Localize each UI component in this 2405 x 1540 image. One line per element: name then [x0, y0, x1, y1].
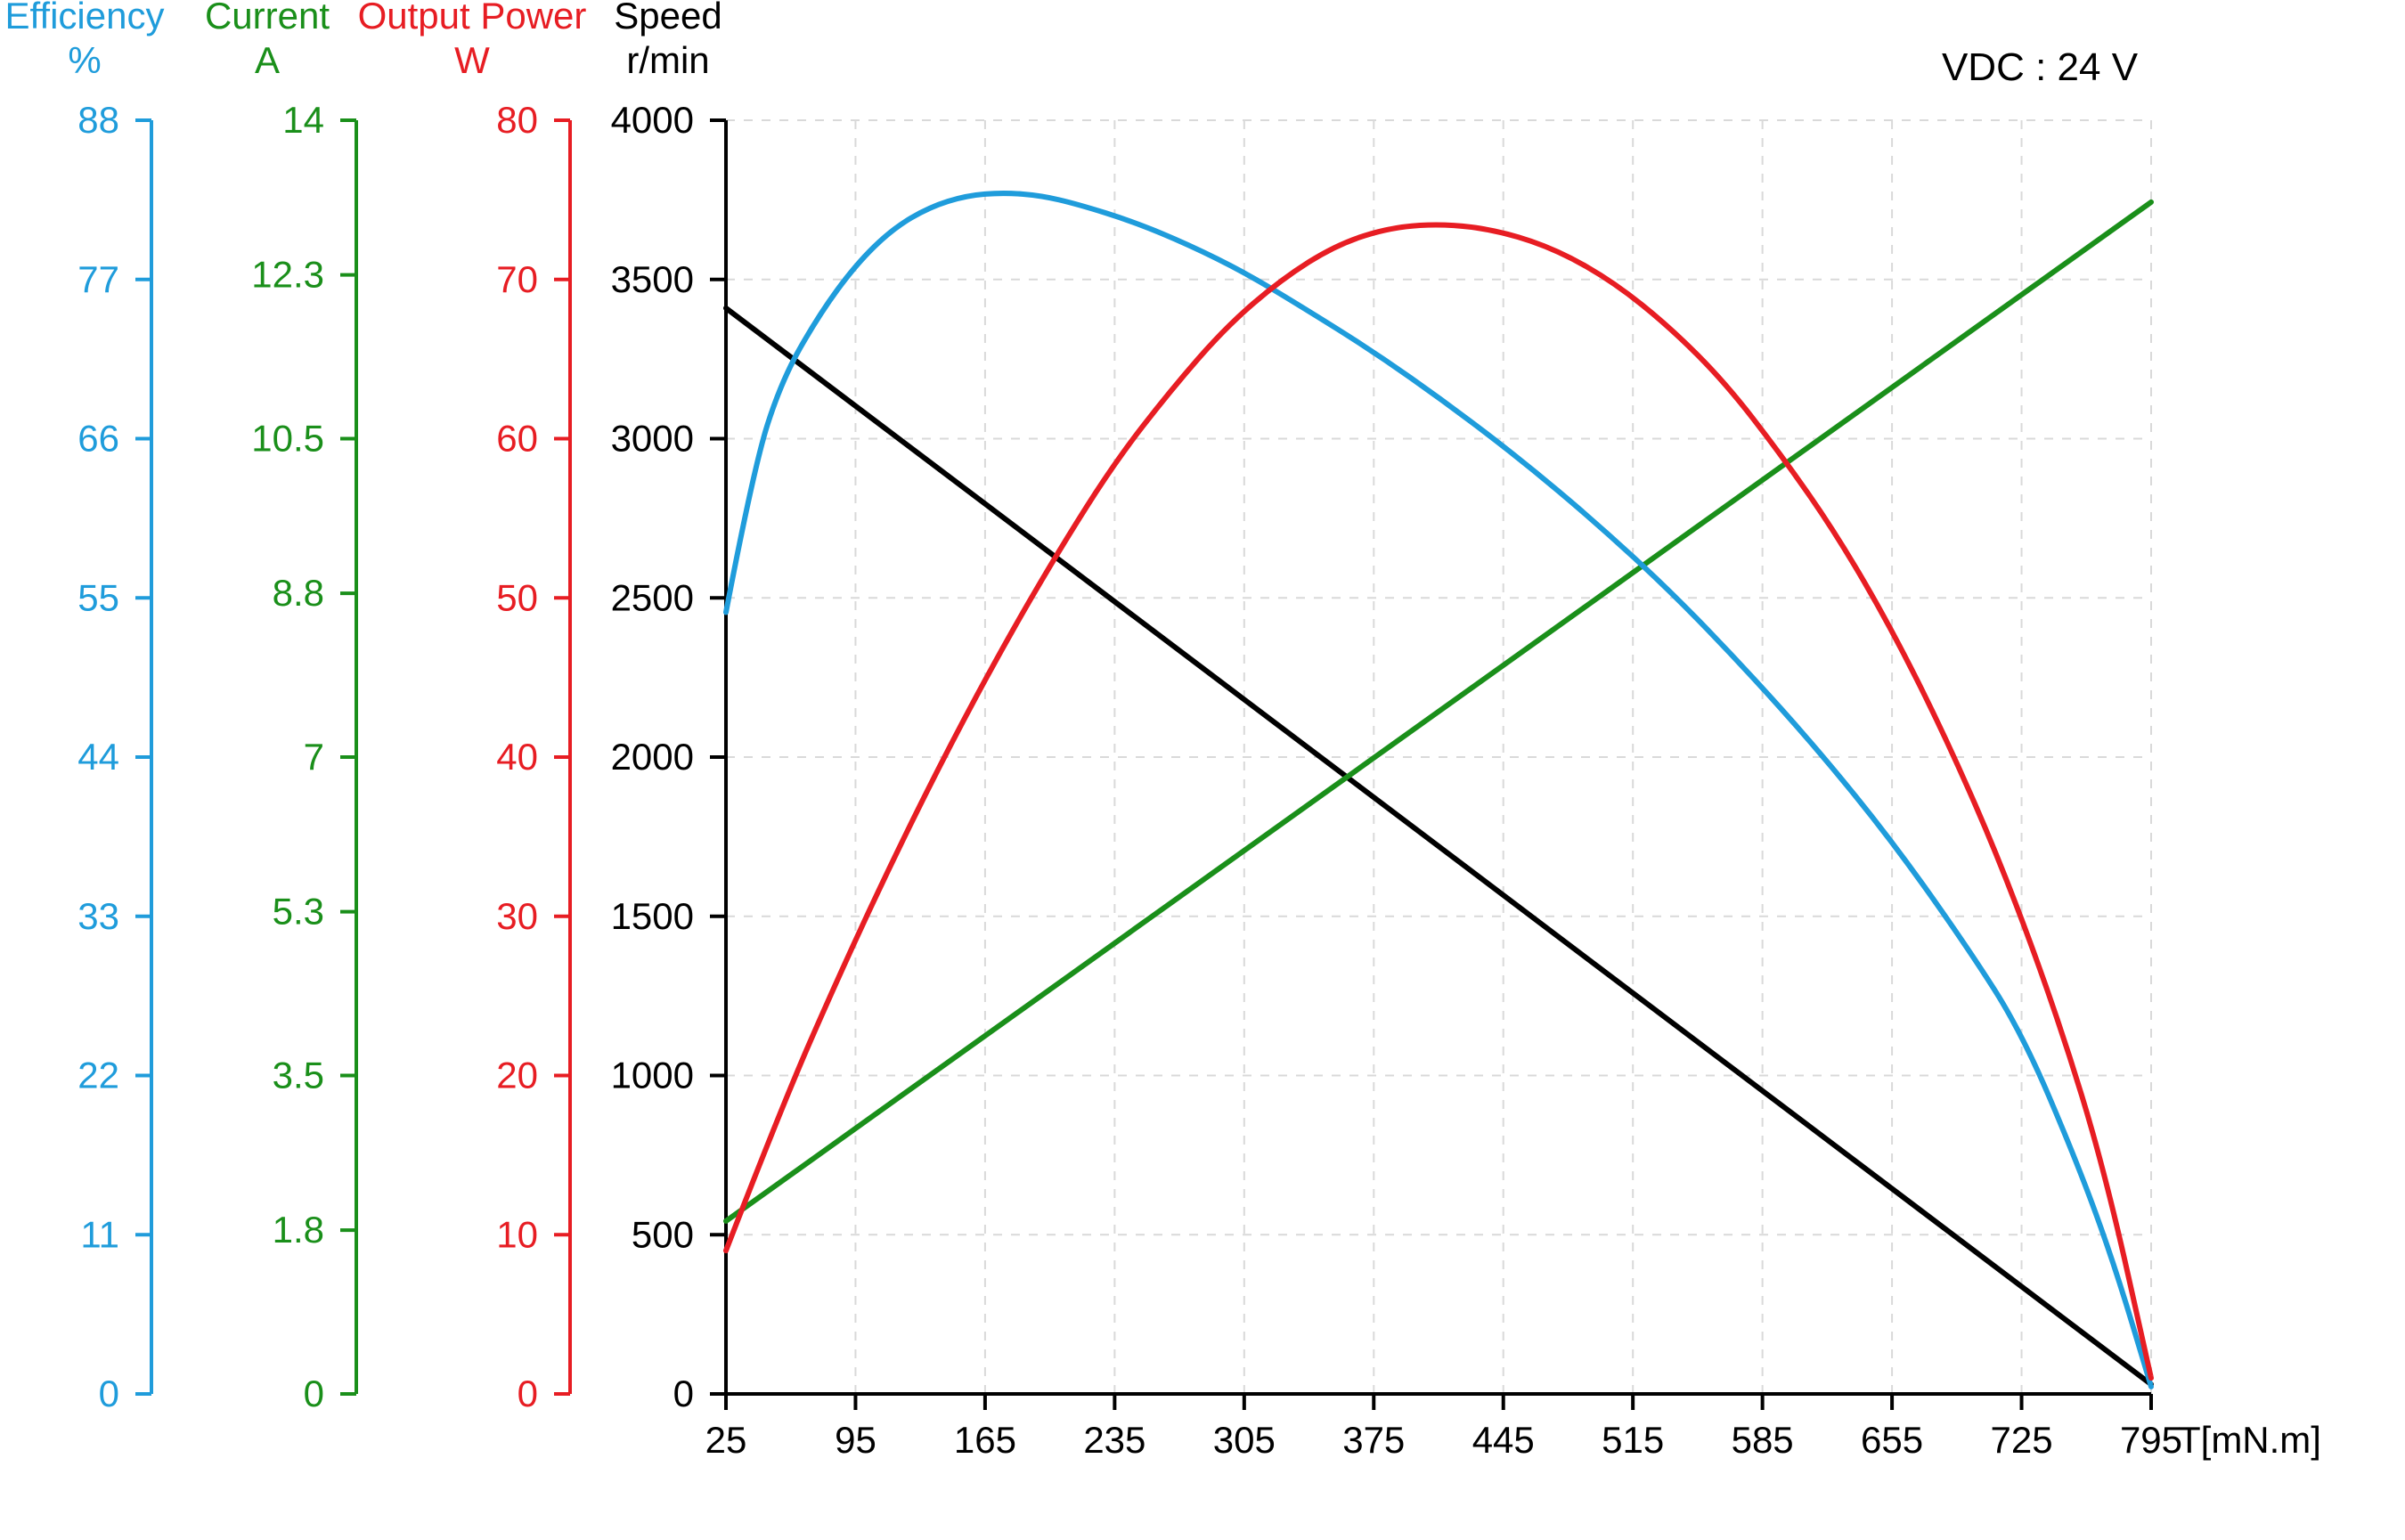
- current-tick-label: 14: [282, 99, 324, 141]
- current-curve: [726, 202, 2151, 1221]
- x-tick-label: 445: [1472, 1419, 1535, 1461]
- x-tick-label: 95: [835, 1419, 876, 1461]
- efficiency-tick-label: 22: [77, 1055, 119, 1096]
- speed-tick-label: 2500: [611, 576, 694, 618]
- efficiency-tick-label: 77: [77, 258, 119, 300]
- vdc-annotation: VDC : 24 V: [1942, 45, 2139, 89]
- speed-curve: [726, 308, 2151, 1384]
- current-tick-label: 3.5: [273, 1055, 324, 1096]
- efficiency-tick-label: 11: [80, 1213, 119, 1255]
- x-tick-label: 725: [1991, 1419, 2053, 1461]
- x-tick-label: 165: [954, 1419, 1016, 1461]
- power-tick-label: 70: [496, 258, 538, 300]
- efficiency-tick-label: 33: [77, 895, 119, 937]
- grid: [726, 120, 2151, 1394]
- speed-tick-label: 3000: [611, 418, 694, 460]
- efficiency-curve: [726, 193, 2151, 1387]
- speed-tick-label: 1500: [611, 895, 694, 937]
- current-tick-label: 0: [304, 1373, 324, 1414]
- x-tick-label: 795: [2120, 1419, 2182, 1461]
- x-tick-label: 375: [1342, 1419, 1405, 1461]
- current-tick-label: 8.8: [273, 572, 324, 614]
- speed-tick-label: 500: [632, 1213, 694, 1255]
- efficiency-tick-label: 66: [77, 418, 119, 460]
- x-axis-title: T[mN.m]: [2178, 1419, 2321, 1461]
- x-tick-label: 515: [1602, 1419, 1664, 1461]
- current-tick-label: 7: [304, 736, 324, 778]
- speed-title: Speed: [614, 0, 722, 37]
- efficiency-tick-label: 0: [99, 1373, 119, 1414]
- current-tick-label: 5.3: [273, 891, 324, 933]
- x-tick-label: 655: [1861, 1419, 1923, 1461]
- power-tick-label: 10: [496, 1213, 538, 1255]
- current-tick-label: 12.3: [251, 254, 324, 296]
- current-tick-label: 1.8: [273, 1209, 324, 1251]
- speed-unit: r/min: [626, 39, 709, 81]
- efficiency-title: Efficiency: [5, 0, 165, 37]
- power-tick-label: 0: [518, 1373, 538, 1414]
- power-tick-label: 40: [496, 736, 538, 778]
- power-title: Output Power: [358, 0, 587, 37]
- current-tick-label: 10.5: [251, 418, 324, 460]
- efficiency-tick-label: 44: [77, 736, 119, 778]
- power-tick-label: 20: [496, 1055, 538, 1096]
- efficiency-tick-label: 55: [77, 576, 119, 618]
- power-tick-label: 50: [496, 576, 538, 618]
- x-tick-label: 305: [1213, 1419, 1276, 1461]
- speed-tick-label: 4000: [611, 99, 694, 141]
- x-tick-label: 585: [1732, 1419, 1794, 1461]
- speed-tick-label: 0: [673, 1373, 694, 1414]
- power-unit: W: [454, 39, 490, 81]
- x-tick-label: 25: [705, 1419, 747, 1461]
- power-tick-label: 80: [496, 99, 538, 141]
- x-tick-label: 235: [1083, 1419, 1145, 1461]
- speed-tick-label: 3500: [611, 258, 694, 300]
- power-tick-label: 60: [496, 418, 538, 460]
- motor-performance-chart: Efficiency% CurrentA Output PowerW Speedr/m…: [0, 0, 2405, 1540]
- efficiency-tick-label: 88: [77, 99, 119, 141]
- speed-tick-label: 1000: [611, 1055, 694, 1096]
- current-title: Current: [205, 0, 330, 37]
- current-unit: A: [255, 39, 280, 81]
- power-tick-label: 30: [496, 895, 538, 937]
- efficiency-unit: %: [68, 39, 101, 81]
- speed-tick-label: 2000: [611, 736, 694, 778]
